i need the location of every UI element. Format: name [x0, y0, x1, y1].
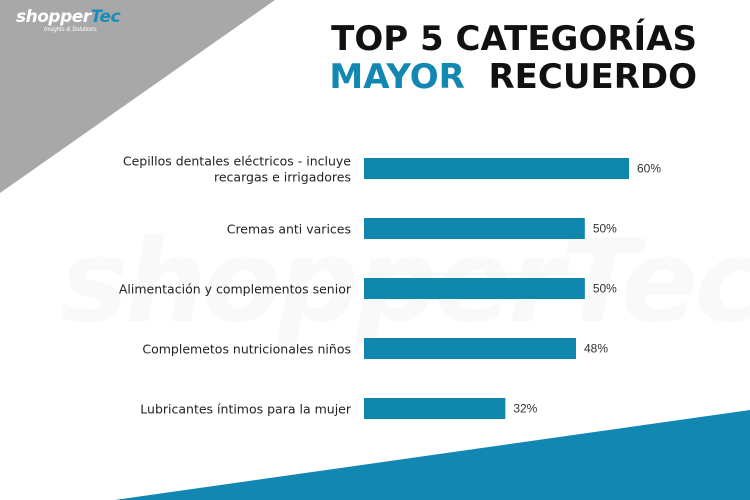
title-accent-word: MAYOR — [329, 57, 465, 97]
bar-3 — [364, 278, 585, 299]
logo-tagline: Insights & Solutions — [44, 27, 97, 33]
value-label-3: 50% — [593, 282, 617, 296]
bar-2 — [364, 218, 585, 239]
bar-1 — [364, 158, 629, 179]
title-line-2: MAYOR RECUERDO — [329, 58, 697, 96]
bar-5 — [364, 398, 506, 419]
value-label-5: 32% — [513, 402, 537, 416]
bar-4 — [364, 338, 576, 359]
value-label-4: 48% — [584, 342, 608, 356]
category-label-5: Lubricantes íntimos para la mujer — [140, 402, 352, 417]
page-title: TOP 5 CATEGORÍAS MAYOR RECUERDO — [329, 20, 697, 96]
category-label-1-line-1: Cepillos dentales eléctricos - incluye — [123, 154, 351, 169]
category-label-2: Cremas anti varices — [227, 222, 351, 237]
category-label-4: Complemetos nutricionales niños — [142, 342, 351, 357]
logo-brand-text: shopper — [16, 7, 91, 27]
title-line-1: TOP 5 CATEGORÍAS — [331, 19, 697, 59]
value-label-2: 50% — [593, 222, 617, 236]
category-label-3: Alimentación y complementos senior — [119, 282, 352, 297]
title-rest-word: RECUERDO — [488, 57, 698, 97]
value-label-1: 60% — [637, 162, 661, 176]
category-label-1-line-2: recargas e irrigadores — [214, 170, 351, 185]
logo-brand-accent: Tec — [90, 7, 121, 27]
brand-logo: shopperTec Insights & Solutions — [16, 7, 126, 34]
